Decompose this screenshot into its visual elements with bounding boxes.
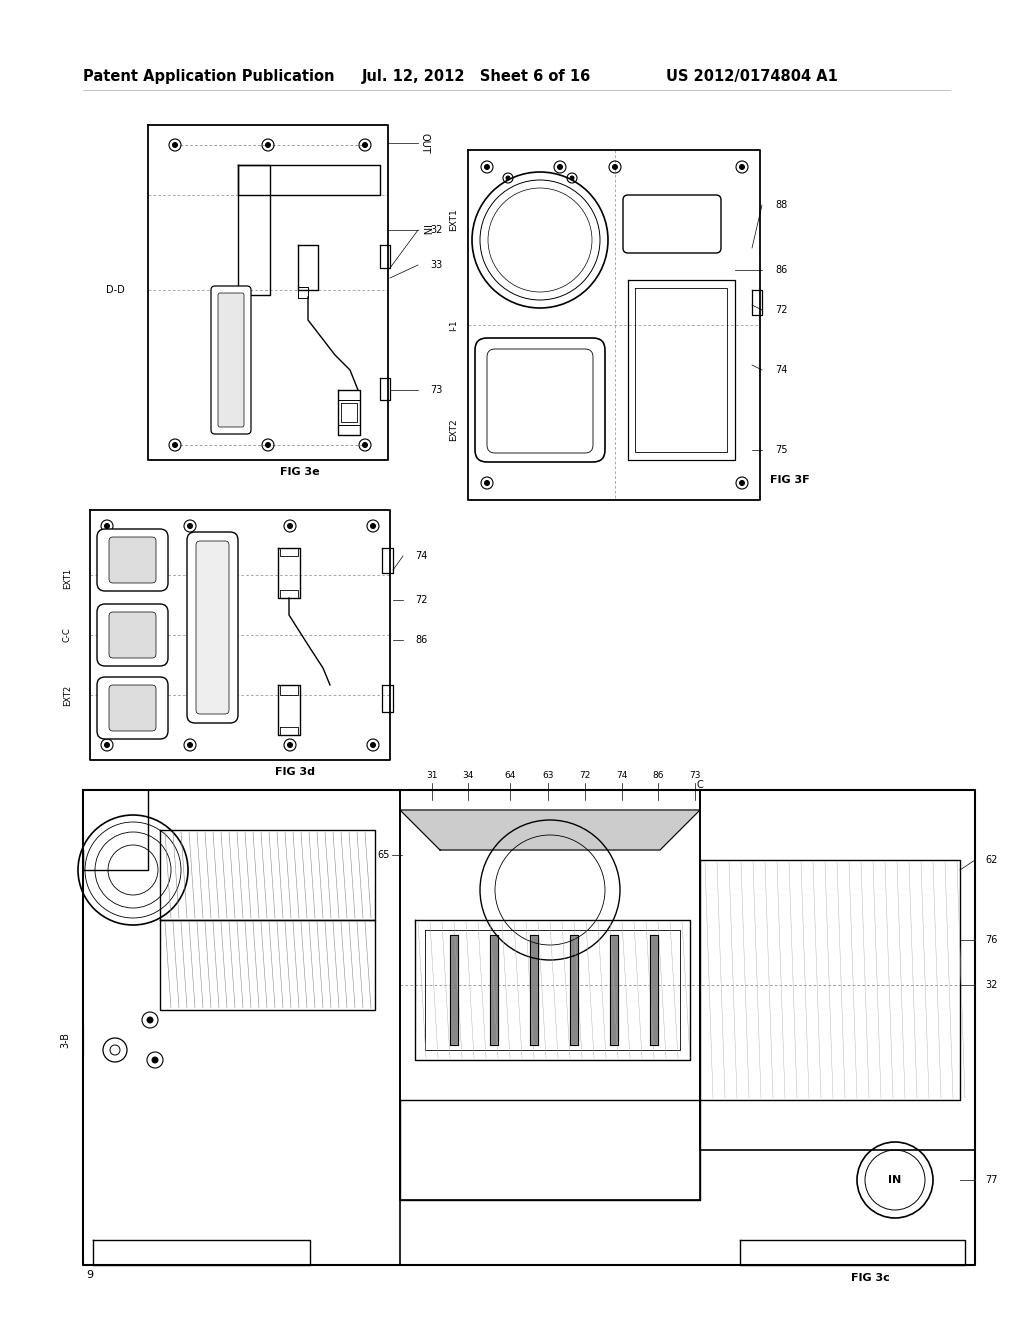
FancyBboxPatch shape — [623, 195, 721, 253]
Text: 9: 9 — [86, 1270, 93, 1280]
Text: 34: 34 — [462, 771, 474, 780]
FancyBboxPatch shape — [97, 605, 168, 667]
Text: 86: 86 — [415, 635, 427, 645]
Circle shape — [288, 742, 293, 747]
Text: FIG 3d: FIG 3d — [275, 767, 315, 777]
Circle shape — [371, 524, 376, 528]
Text: 88: 88 — [775, 201, 787, 210]
Text: 75: 75 — [775, 445, 787, 455]
FancyBboxPatch shape — [487, 348, 593, 453]
Circle shape — [187, 524, 193, 528]
Text: 62: 62 — [985, 855, 997, 865]
FancyBboxPatch shape — [475, 338, 605, 462]
FancyBboxPatch shape — [211, 286, 251, 434]
FancyBboxPatch shape — [187, 532, 238, 723]
Text: EXT2: EXT2 — [63, 685, 72, 706]
Circle shape — [187, 742, 193, 747]
Circle shape — [484, 165, 489, 169]
Text: 65: 65 — [378, 850, 390, 861]
Circle shape — [104, 524, 110, 528]
Text: 86: 86 — [652, 771, 664, 780]
Text: 76: 76 — [985, 935, 997, 945]
Circle shape — [172, 442, 177, 447]
FancyBboxPatch shape — [109, 537, 156, 583]
Circle shape — [371, 742, 376, 747]
Text: 74: 74 — [616, 771, 628, 780]
Text: FIG 3e: FIG 3e — [281, 467, 319, 477]
Text: 86: 86 — [775, 265, 787, 275]
Text: EXT2: EXT2 — [449, 418, 458, 441]
Circle shape — [739, 480, 744, 486]
Circle shape — [288, 524, 293, 528]
Text: 64: 64 — [504, 771, 516, 780]
FancyBboxPatch shape — [218, 293, 244, 426]
FancyBboxPatch shape — [109, 685, 156, 731]
FancyBboxPatch shape — [109, 612, 156, 657]
Circle shape — [172, 143, 177, 148]
Text: D-D: D-D — [106, 285, 125, 294]
Text: 33: 33 — [430, 260, 442, 271]
Text: Jul. 12, 2012   Sheet 6 of 16: Jul. 12, 2012 Sheet 6 of 16 — [362, 69, 591, 83]
Text: 72: 72 — [415, 595, 427, 605]
Text: IN: IN — [889, 1175, 901, 1185]
Circle shape — [104, 742, 110, 747]
Text: 32: 32 — [985, 979, 997, 990]
Circle shape — [739, 165, 744, 169]
FancyBboxPatch shape — [97, 529, 168, 591]
Polygon shape — [400, 810, 700, 850]
Text: 63: 63 — [543, 771, 554, 780]
Text: EXT1: EXT1 — [449, 209, 458, 231]
FancyBboxPatch shape — [97, 677, 168, 739]
Text: 72: 72 — [775, 305, 787, 315]
Text: FIG 3c: FIG 3c — [851, 1272, 890, 1283]
Circle shape — [265, 143, 270, 148]
Circle shape — [612, 165, 617, 169]
Text: 31: 31 — [426, 771, 437, 780]
Text: 32: 32 — [430, 224, 442, 235]
Circle shape — [152, 1057, 158, 1063]
Circle shape — [362, 143, 368, 148]
Text: Patent Application Publication: Patent Application Publication — [83, 69, 335, 83]
Circle shape — [265, 442, 270, 447]
Circle shape — [147, 1016, 153, 1023]
Circle shape — [570, 176, 574, 180]
Text: C-C: C-C — [63, 627, 72, 643]
Text: EXT1: EXT1 — [63, 568, 72, 589]
Text: I-1: I-1 — [449, 319, 458, 331]
Text: US 2012/0174804 A1: US 2012/0174804 A1 — [666, 69, 838, 83]
Text: 74: 74 — [775, 366, 787, 375]
Circle shape — [362, 442, 368, 447]
Text: 3-B: 3-B — [60, 1032, 70, 1048]
Text: FIG 3F: FIG 3F — [770, 475, 810, 484]
Text: 72: 72 — [580, 771, 591, 780]
Text: C: C — [696, 780, 703, 789]
Circle shape — [506, 176, 510, 180]
Text: 73: 73 — [689, 771, 700, 780]
Circle shape — [484, 480, 489, 486]
Text: IN: IN — [420, 224, 430, 235]
FancyBboxPatch shape — [196, 541, 229, 714]
Text: OUT: OUT — [420, 133, 430, 153]
Text: 73: 73 — [430, 385, 442, 395]
Text: 74: 74 — [415, 550, 427, 561]
Text: 77: 77 — [985, 1175, 997, 1185]
Circle shape — [557, 165, 562, 169]
